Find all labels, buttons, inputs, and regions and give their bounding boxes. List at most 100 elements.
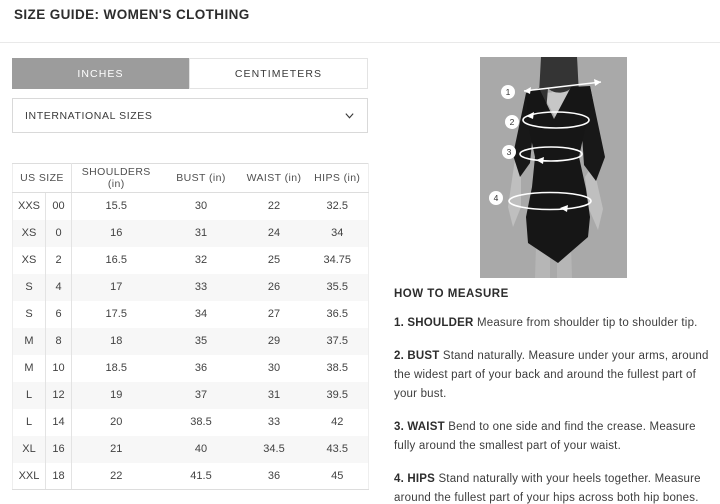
cell-bust: 33 xyxy=(194,281,208,293)
table-row: XXS 00 15.5 30 22 32.5 xyxy=(12,192,369,220)
cell-us-number: 0 xyxy=(45,219,72,247)
cell-size-letter: S xyxy=(12,300,46,328)
cell-us-number: 8 xyxy=(45,327,72,355)
cell-bust: 30 xyxy=(194,200,208,213)
marker-4: 4 xyxy=(494,193,499,203)
cell-size-letter: M xyxy=(12,354,46,382)
cell-us-number: 18 xyxy=(45,462,72,490)
international-sizes-dropdown[interactable]: INTERNATIONAL SIZES xyxy=(12,98,368,133)
measurement-figure: 1 2 3 4 xyxy=(480,55,627,278)
page-title: SIZE GUIDE: WOMEN'S CLOTHING xyxy=(14,7,250,22)
how-to-measure-heading: HOW TO MEASURE xyxy=(394,288,509,300)
cell-waist: 22 xyxy=(267,200,281,213)
cell-size-letter: XS xyxy=(12,246,46,274)
column-header-hips: HIPS (in) xyxy=(306,163,369,193)
cell-bust: 32 xyxy=(194,254,208,266)
cell-size-letter: XXL xyxy=(12,462,46,490)
model-photo: 1 2 3 4 xyxy=(480,55,627,278)
cell-shoulders: 22 xyxy=(71,462,161,490)
measure-label: 4. HIPS xyxy=(394,473,436,485)
cell-hips: 32.5 xyxy=(306,192,369,220)
cell-bust: 36 xyxy=(194,362,208,374)
cell-shoulders: 18.5 xyxy=(105,362,127,374)
cell-bust: 34 xyxy=(194,308,208,320)
measure-instruction: 2. BUST Stand naturally. Measure under y… xyxy=(394,347,716,404)
model-arm-right xyxy=(585,165,603,230)
cell-size-letter: XS xyxy=(12,219,46,247)
model-arm-left xyxy=(508,159,521,227)
cell-us-number: 4 xyxy=(45,273,72,301)
measure-text: Measure from shoulder tip to shoulder ti… xyxy=(476,317,698,329)
cell-size-letter: S xyxy=(12,273,46,301)
cell-size-letter: L xyxy=(12,381,46,409)
measure-instruction: 4. HIPS Stand naturally with your heels … xyxy=(394,470,716,504)
cell-hips: 38.5 xyxy=(306,354,369,382)
column-header-us-size: US SIZE xyxy=(12,163,72,193)
arrowheads xyxy=(524,79,601,212)
cell-bust: 35 xyxy=(194,335,208,347)
cell-waist: 25 xyxy=(267,254,281,266)
cell-size-letter: XL xyxy=(12,435,46,463)
cell-hips: 43.5 xyxy=(306,435,369,463)
size-table-body: XXS 00 15.5 30 22 32.5 XS 0 16 31 24 34 xyxy=(12,192,369,490)
cell-size-letter: L xyxy=(12,408,46,436)
cell-hips: 34 xyxy=(306,219,369,247)
cell-waist: 30 xyxy=(267,362,281,374)
model-hair xyxy=(537,57,583,141)
cell-size-letter: XXS xyxy=(12,192,46,220)
cell-shoulders: 20 xyxy=(110,416,123,428)
cell-waist: 33 xyxy=(267,416,281,428)
measure-label: 2. BUST xyxy=(394,350,440,362)
cell-us-number: 12 xyxy=(45,381,72,409)
cell-waist: 26 xyxy=(267,281,281,293)
tab-centimeters[interactable]: CENTIMETERS xyxy=(189,58,368,89)
chevron-down-icon xyxy=(345,113,354,119)
tab-inches[interactable]: INCHES xyxy=(12,58,189,89)
table-row: XL 16 21 40 34.5 43.5 xyxy=(12,435,369,463)
cell-hips: 45 xyxy=(306,462,369,490)
measure-text: Stand naturally. Measure under your arms… xyxy=(394,350,709,400)
table-row: XXL 18 22 41.5 36 45 xyxy=(12,462,369,490)
cell-hips: 36.5 xyxy=(306,300,369,328)
cell-shoulders: 15.5 xyxy=(105,200,127,213)
table-header-row: US SIZE SHOULDERS (in) BUST (in) WAIST (… xyxy=(12,163,369,193)
cell-us-number: 6 xyxy=(45,300,72,328)
table-row: S 6 17.5 34 27 36.5 xyxy=(12,300,369,328)
cell-waist: 24 xyxy=(267,227,281,239)
cell-hips: 39.5 xyxy=(306,381,369,409)
cell-waist: 36 xyxy=(241,462,307,490)
unit-tabs: INCHES CENTIMETERS xyxy=(12,58,368,89)
cell-us-number: 00 xyxy=(45,192,72,220)
table-row: XS 2 16.5 32 25 34.75 xyxy=(12,246,369,274)
table-row: S 4 17 33 26 35.5 xyxy=(12,273,369,301)
figure-markers: 1 2 3 4 xyxy=(489,85,519,205)
cell-hips: 35.5 xyxy=(306,273,369,301)
cell-bust: 38.5 xyxy=(190,416,212,428)
cell-shoulders: 16 xyxy=(110,227,123,239)
marker-2: 2 xyxy=(510,117,515,127)
cell-waist: 27 xyxy=(267,308,281,320)
how-to-measure-list: 1. SHOULDER Measure from shoulder tip to… xyxy=(394,314,716,504)
table-row: M 8 18 35 29 37.5 xyxy=(12,327,369,355)
size-table: US SIZE SHOULDERS (in) BUST (in) WAIST (… xyxy=(12,163,369,490)
cell-waist: 34.5 xyxy=(263,443,285,455)
dress-body xyxy=(526,86,593,263)
table-row: L 14 20 38.5 33 42 xyxy=(12,408,369,436)
column-header-waist: WAIST (in) xyxy=(241,163,307,193)
cell-us-number: 10 xyxy=(45,354,72,382)
cell-shoulders: 18 xyxy=(110,335,123,347)
measure-text: Bend to one side and find the crease. Me… xyxy=(394,421,696,452)
cell-shoulders: 21 xyxy=(110,443,123,455)
how-to-measure-section: HOW TO MEASURE 1. SHOULDER Measure from … xyxy=(394,288,716,504)
cell-waist: 29 xyxy=(267,335,281,347)
marker-3: 3 xyxy=(507,147,512,157)
table-row: M 10 18.5 36 30 38.5 xyxy=(12,354,369,382)
measure-label: 1. SHOULDER xyxy=(394,317,474,329)
cell-size-letter: M xyxy=(12,327,46,355)
column-header-bust: BUST (in) xyxy=(160,163,242,193)
cell-shoulders: 17 xyxy=(110,281,123,293)
cell-us-number: 2 xyxy=(45,246,72,274)
cell-bust: 41.5 xyxy=(160,462,242,490)
cell-hips: 42 xyxy=(306,408,369,436)
